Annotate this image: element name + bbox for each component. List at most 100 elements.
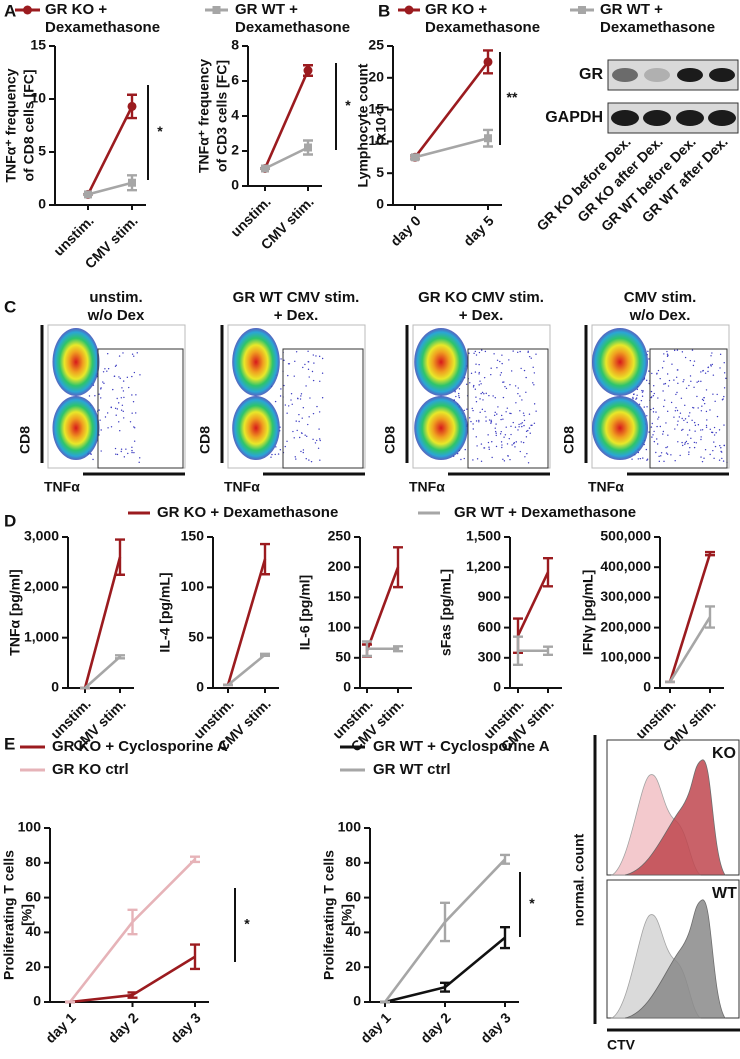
flow-event [306, 435, 308, 438]
flow-event [460, 458, 462, 461]
flow-event [309, 397, 311, 399]
flow-event [524, 456, 526, 458]
flow-event [670, 454, 672, 456]
flow-title: CMV stim. [624, 289, 697, 306]
y-tick-label: 600 [478, 618, 502, 634]
blot-band [643, 110, 671, 126]
flow-event [674, 410, 677, 412]
flow-event [490, 420, 492, 423]
flow-event [674, 460, 676, 462]
flow-event [475, 420, 478, 422]
flow-event [650, 408, 652, 411]
flow-event [700, 380, 702, 383]
flow-event [133, 371, 136, 374]
flow-event [653, 392, 655, 395]
flow-event [635, 398, 637, 400]
y-tick-label: 150 [181, 528, 205, 544]
flow-event [642, 390, 644, 392]
flow-event [652, 395, 655, 397]
flow-event [704, 372, 707, 374]
flow-event [631, 458, 633, 460]
flow-event [300, 395, 302, 397]
error-bar [543, 556, 553, 588]
flow-event [700, 438, 702, 441]
flow-event [315, 355, 317, 357]
flow-density [592, 396, 648, 460]
flow-event [321, 372, 324, 374]
flow-event [675, 376, 678, 378]
flow-event [139, 374, 141, 376]
flow-event [279, 395, 282, 397]
flow-event [122, 380, 125, 382]
flow-event [723, 372, 726, 374]
flow-event [666, 373, 669, 375]
flow-density [414, 328, 468, 396]
flow-event [497, 406, 499, 408]
y-tick-label: 50 [335, 649, 351, 665]
flow-event [490, 367, 492, 369]
flow-event [512, 350, 514, 352]
flow-event [485, 416, 487, 418]
flow-event [286, 412, 288, 414]
flow-event [454, 391, 456, 393]
flow-event [693, 407, 695, 409]
flow-event [312, 438, 314, 441]
flow-event [123, 456, 126, 458]
flow-event [703, 396, 705, 399]
flow-event [304, 434, 306, 436]
panel-letter: A [4, 1, 16, 20]
flow-event [525, 430, 528, 433]
flow-title: w/o Dex. [629, 307, 691, 324]
flow-event [711, 363, 714, 366]
legend-label: GR KO + Cyclosporine A [52, 738, 228, 755]
flow-event [483, 447, 485, 449]
flow-event [481, 408, 484, 411]
flow-event [131, 394, 133, 396]
flow-event [458, 396, 461, 399]
flow-event [504, 385, 506, 388]
flow-event [310, 460, 313, 463]
flow-event [522, 412, 525, 414]
error-bar [500, 925, 510, 950]
flow-event [316, 405, 318, 408]
y-tick-label: 250 [328, 528, 352, 544]
flow-event [658, 455, 660, 458]
flow-event [494, 430, 497, 433]
flow-event [696, 395, 698, 398]
flow-event [517, 351, 519, 354]
flow-event [474, 388, 477, 390]
flow-density [232, 396, 280, 460]
flow-event [677, 420, 679, 422]
flow-title: + Dex. [459, 307, 504, 324]
flow-event [139, 457, 141, 459]
flow-event [500, 414, 503, 417]
flow-event [660, 452, 663, 454]
flow-event [523, 424, 525, 427]
flow-event [488, 448, 490, 451]
flow-event [122, 352, 124, 354]
flow-event [718, 459, 721, 461]
flow-event [663, 360, 665, 363]
flow-event [311, 370, 314, 373]
y-axis-label: Proliferating T cells [1, 850, 17, 980]
flow-event [659, 425, 662, 428]
flow-event [684, 404, 686, 407]
flow-event [666, 355, 669, 358]
flow-event [138, 461, 140, 464]
y-tick-label: 300,000 [600, 588, 651, 604]
y-tick-label: 100 [328, 618, 352, 634]
marker [84, 190, 92, 199]
flow-event [693, 441, 696, 444]
flow-event [640, 399, 643, 402]
flow-event [643, 406, 645, 408]
flow-event [701, 429, 704, 431]
flow-event [653, 440, 656, 443]
flow-event [102, 381, 104, 383]
flow-event [312, 412, 315, 415]
flow-event [115, 414, 117, 416]
flow-event [646, 379, 648, 382]
flow-event [503, 381, 505, 383]
flow-event [107, 368, 110, 370]
flow-event [479, 380, 481, 382]
legend-marker [23, 5, 32, 15]
